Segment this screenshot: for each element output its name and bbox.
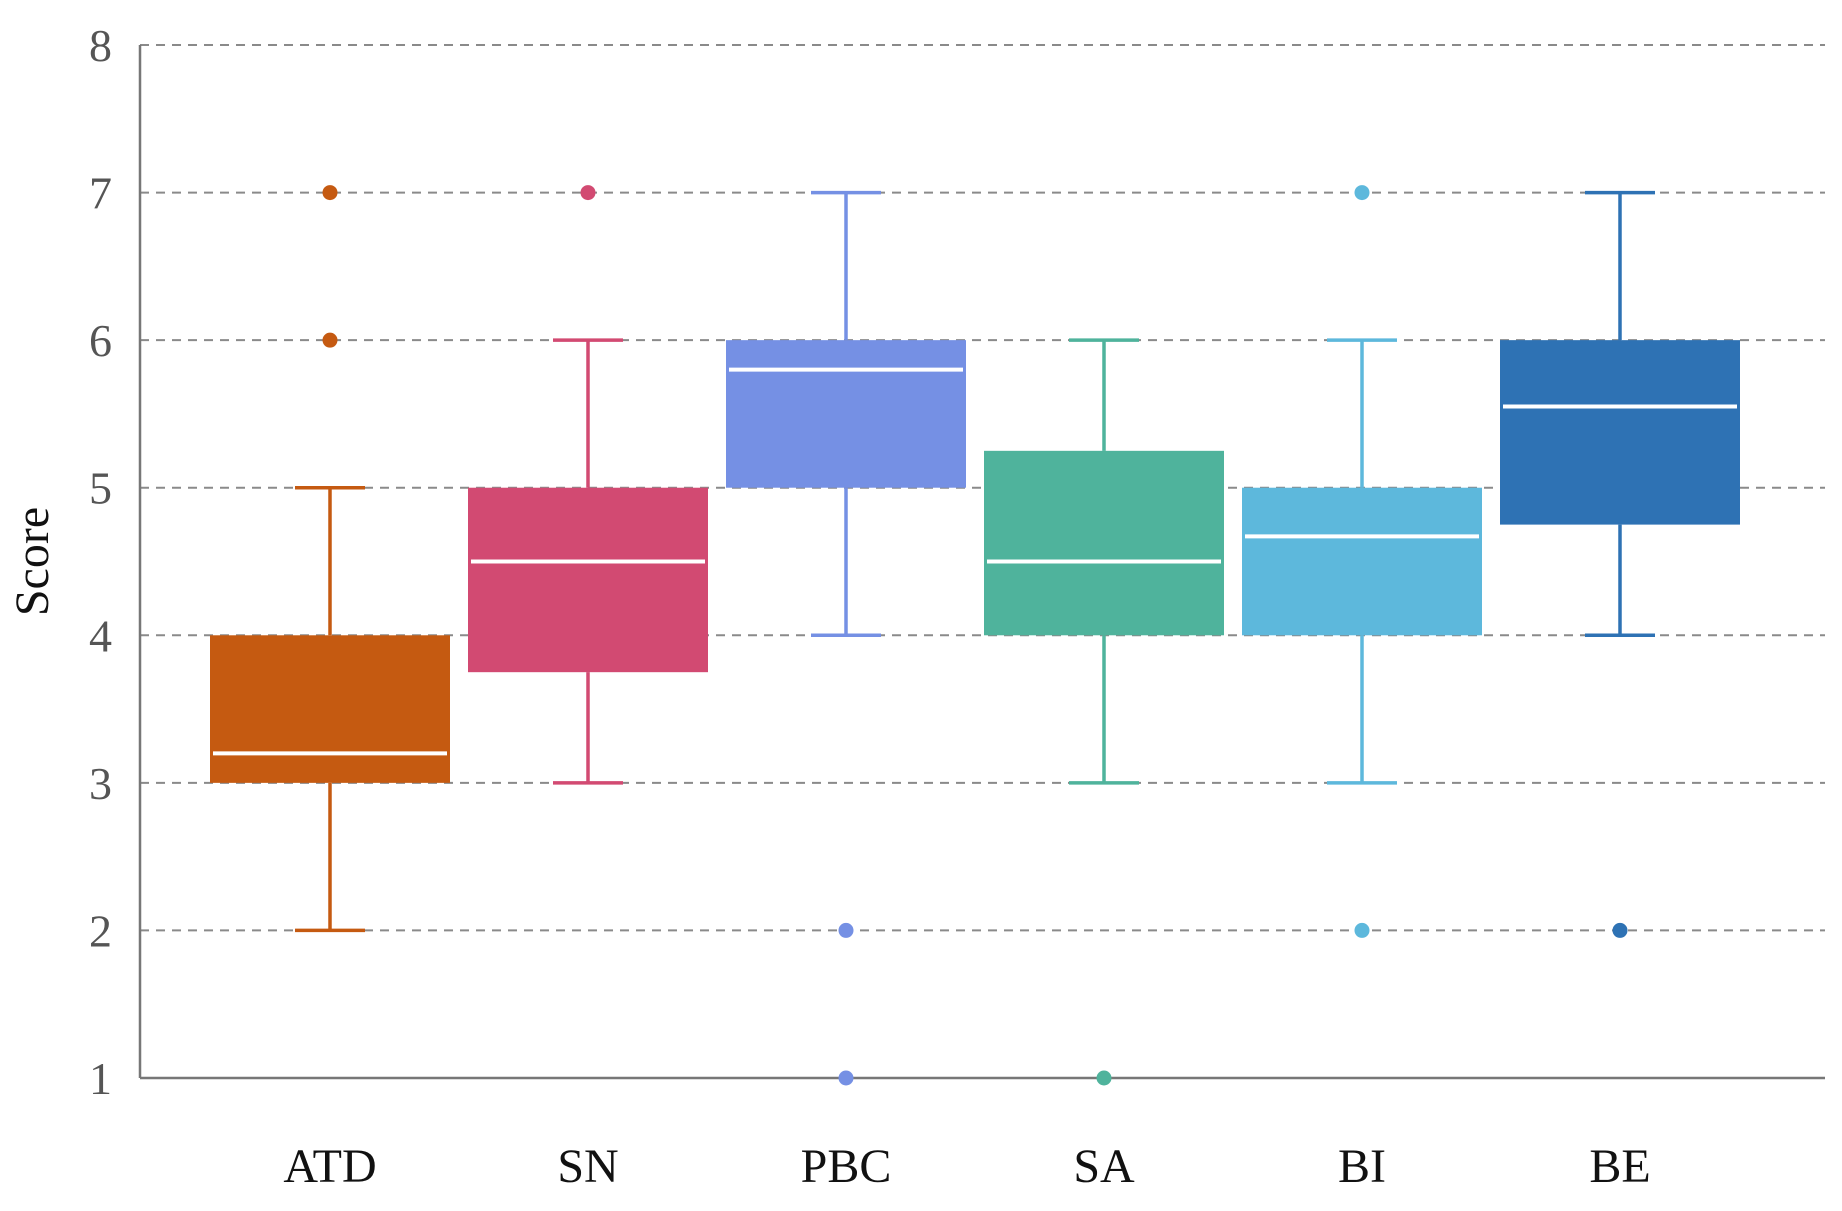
y-tick-label-8: 8 [89,20,112,71]
box-atd [210,185,450,933]
y-tick-label-1: 1 [89,1053,112,1104]
y-tick-labels: 1 2 3 4 5 6 7 8 [89,20,112,1104]
box-sn [468,185,708,785]
bi-outlier-2 [1354,922,1370,938]
axes [138,45,1825,1080]
y-tick-label-3: 3 [89,758,112,809]
pbc-iqr-box [726,340,966,488]
sn-outlier-7 [580,185,596,201]
category-label-be: BE [1589,1140,1650,1193]
y-tick-label-4: 4 [89,610,112,661]
sn-iqr-box [468,487,708,673]
category-label-bi: BI [1338,1140,1386,1193]
pbc-outlier-1 [838,1070,854,1086]
box-sa [984,338,1224,1086]
y-tick-label-2: 2 [89,905,112,956]
bi-outlier-7 [1354,185,1370,201]
category-label-pbc: PBC [801,1140,892,1193]
category-label-atd: ATD [283,1140,376,1193]
box-be [1500,190,1740,938]
box-pbc [726,190,966,1086]
box-series [210,185,1740,1086]
y-axis-title: Score [6,507,59,616]
category-label-sn: SN [557,1140,618,1193]
y-tick-label-5: 5 [89,463,112,514]
atd-outlier-7 [322,185,338,201]
y-tick-label-6: 6 [89,315,112,366]
be-iqr-box [1500,340,1740,525]
atd-iqr-box [210,635,450,783]
category-labels: ATD SN PBC SA BI BE [283,1140,1650,1193]
be-outlier-2 [1612,922,1628,938]
sa-outlier-1 [1096,1070,1112,1086]
atd-outlier-6 [322,332,338,348]
pbc-outlier-2 [838,922,854,938]
sa-iqr-box [984,450,1224,636]
category-label-sa: SA [1073,1140,1135,1193]
y-tick-label-7: 7 [89,168,112,219]
box-bi [1242,185,1482,938]
bi-iqr-box [1242,487,1482,636]
